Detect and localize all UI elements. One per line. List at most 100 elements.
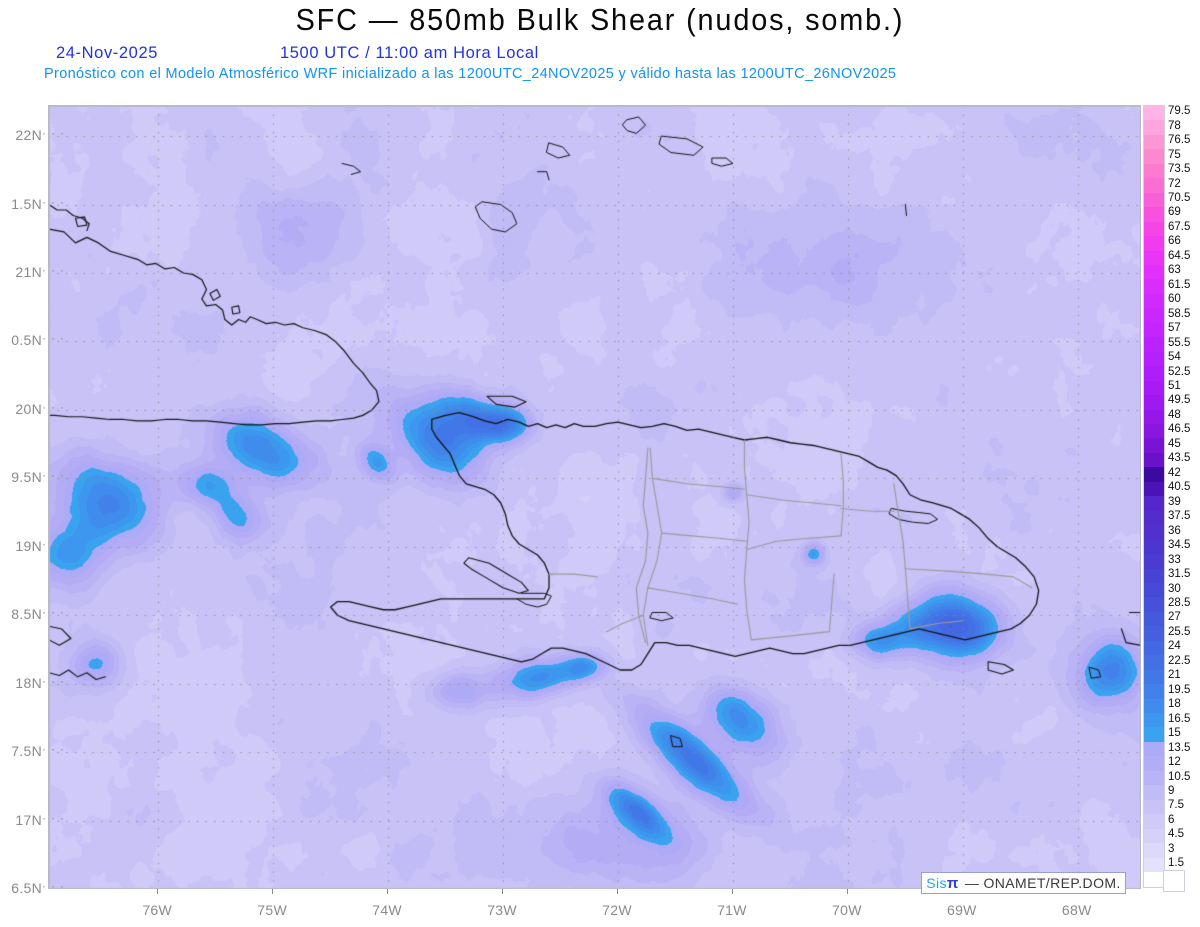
colorbar-tick-label: 46.5	[1168, 423, 1191, 436]
logo-agency-text: — ONAMET/REP.DOM.	[964, 875, 1121, 891]
lon-tick-label: 76W	[142, 902, 173, 918]
lon-tick-mark	[616, 889, 618, 894]
colorbar-tick-label: 21	[1168, 669, 1181, 682]
colorbar-tick-label: 3	[1168, 842, 1175, 855]
colorbar-swatch	[1144, 611, 1164, 627]
lon-tick-mark	[846, 889, 848, 894]
colorbar-tick-label: 18	[1168, 698, 1181, 711]
colorbar-tick-label: 13.5	[1168, 741, 1191, 754]
colorbar-swatch	[1144, 264, 1164, 280]
lat-tick-dots: ···	[42, 879, 69, 893]
colorbar-tick-label: 30	[1168, 582, 1181, 595]
colorbar-tick-label: 60	[1168, 293, 1181, 306]
header: SFC — 850mb Bulk Shear (nudos, somb.) 24…	[0, 0, 1200, 96]
colorbar-tick-label: 58.5	[1168, 307, 1191, 320]
lat-tick-label: 17N	[15, 811, 42, 828]
lat-tick-label: 0.5N	[11, 332, 42, 349]
colorbar-tick-label: 72	[1168, 177, 1181, 190]
colorbar-swatch	[1144, 221, 1164, 237]
colorbar-swatch	[1144, 597, 1164, 612]
colorbar-swatch	[1144, 308, 1164, 323]
colorbar-tick-label: 33	[1168, 553, 1181, 566]
colorbar-tick-label: 40.5	[1168, 481, 1191, 494]
colorbar-swatch	[1144, 366, 1164, 381]
lon-tick-mark	[502, 889, 504, 894]
colorbar-swatch	[1144, 438, 1164, 453]
colorbar-tick-label: 43.5	[1168, 452, 1191, 465]
colorbar-swatch	[1144, 134, 1164, 150]
lon-tick-label: 68W	[1061, 902, 1092, 918]
colorbar-swatch	[1144, 496, 1164, 511]
colorbar-swatch	[1144, 640, 1164, 656]
colorbar-swatch	[1144, 351, 1164, 367]
lon-tick-mark	[272, 889, 274, 894]
lat-tick-dots: ···	[42, 194, 69, 209]
map-plot-area[interactable]	[48, 105, 1141, 889]
colorbar-tick-label: 12	[1168, 756, 1181, 769]
colorbar-tick-label: 64.5	[1168, 249, 1191, 262]
colorbar-swatch	[1144, 279, 1164, 294]
colorbar	[1143, 105, 1165, 888]
colorbar-tick-label: 73.5	[1168, 163, 1191, 176]
lon-tick-label: 74W	[372, 902, 402, 918]
lon-tick-label: 73W	[487, 902, 517, 918]
colorbar-swatch	[1144, 568, 1164, 583]
colorbar-tick-label: 75	[1168, 148, 1181, 161]
colorbar-swatch	[1144, 872, 1164, 887]
colorbar-tick-label: 9	[1168, 784, 1175, 797]
colorbar-tick-label: 15	[1168, 727, 1181, 740]
lon-tick-mark	[731, 889, 733, 894]
lon-tick-label: 75W	[257, 902, 287, 918]
lat-tick-label: 20N	[15, 400, 42, 417]
colorbar-swatch	[1144, 395, 1164, 410]
colorbar-swatch	[1144, 149, 1164, 164]
forecast-time-line: 24-Nov-2025 1500 UTC / 11:00 am Hora Loc…	[0, 44, 1200, 66]
lat-tick-label: 19N	[15, 537, 42, 554]
colorbar-tick-label: 27	[1168, 611, 1181, 624]
logo-pi-icon: π	[946, 874, 959, 892]
lon-tick-mark	[387, 889, 389, 894]
lat-tick-dots: ···	[42, 742, 69, 757]
lat-tick-label: 21N	[15, 264, 42, 280]
colorbar-tick-label: 16.5	[1168, 712, 1191, 725]
colorbar-tick-label: 24	[1168, 640, 1181, 653]
lat-tick-label: 8.5N	[11, 606, 42, 623]
colorbar-swatch	[1144, 409, 1164, 424]
colorbar-swatch	[1144, 741, 1164, 757]
colorbar-swatch	[1144, 684, 1164, 699]
lat-tick-dots: ···	[42, 468, 69, 483]
colorbar-swatch	[1144, 452, 1164, 468]
colorbar-swatch	[1144, 814, 1164, 829]
colorbar-swatch	[1144, 163, 1164, 179]
colorbar-swatch	[1144, 510, 1164, 526]
colorbar-tick-label: 76.5	[1168, 134, 1191, 147]
lat-tick-label: 18N	[15, 674, 42, 691]
lat-tick-dots: ···	[42, 399, 69, 414]
page-title: SFC — 850mb Bulk Shear (nudos, somb.)	[295, 2, 905, 37]
colorbar-tick-label: 22.5	[1168, 654, 1191, 667]
colorbar-swatch	[1144, 799, 1164, 815]
lat-tick-label: 7.5N	[11, 743, 42, 760]
lon-tick-mark	[157, 889, 159, 894]
colorbar-swatch	[1144, 713, 1164, 728]
colorbar-swatch	[1144, 207, 1164, 222]
colorbar-tick-label: 19.5	[1168, 683, 1191, 696]
colorbar-tick-label: 4.5	[1168, 828, 1184, 841]
colorbar-swatch	[1144, 250, 1164, 265]
colorbar-tick-label: 6	[1168, 813, 1175, 826]
colorbar-tick-label: 52.5	[1168, 365, 1191, 378]
colorbar-tick-label: 49.5	[1168, 394, 1191, 407]
colorbar-tick-label: 57	[1168, 322, 1181, 335]
colorbar-tick-label: 55.5	[1168, 336, 1191, 349]
colorbar-tick-label: 34.5	[1168, 539, 1191, 552]
colorbar-swatch	[1144, 828, 1164, 844]
model-description: Pronóstico con el Modelo Atmosférico WRF…	[44, 66, 897, 82]
colorbar-swatch	[1144, 380, 1164, 396]
colorbar-tick-label: 1.5	[1168, 857, 1184, 870]
logo-sis-text: Sis	[926, 875, 947, 891]
lat-tick-dots: ···	[42, 331, 69, 346]
colorbar-tick-label: 67.5	[1168, 220, 1191, 233]
colorbar-tick-label: 66	[1168, 235, 1181, 248]
forecast-time: 1500 UTC / 11:00 am Hora Local	[280, 44, 539, 62]
colorbar-swatch	[1144, 481, 1164, 497]
